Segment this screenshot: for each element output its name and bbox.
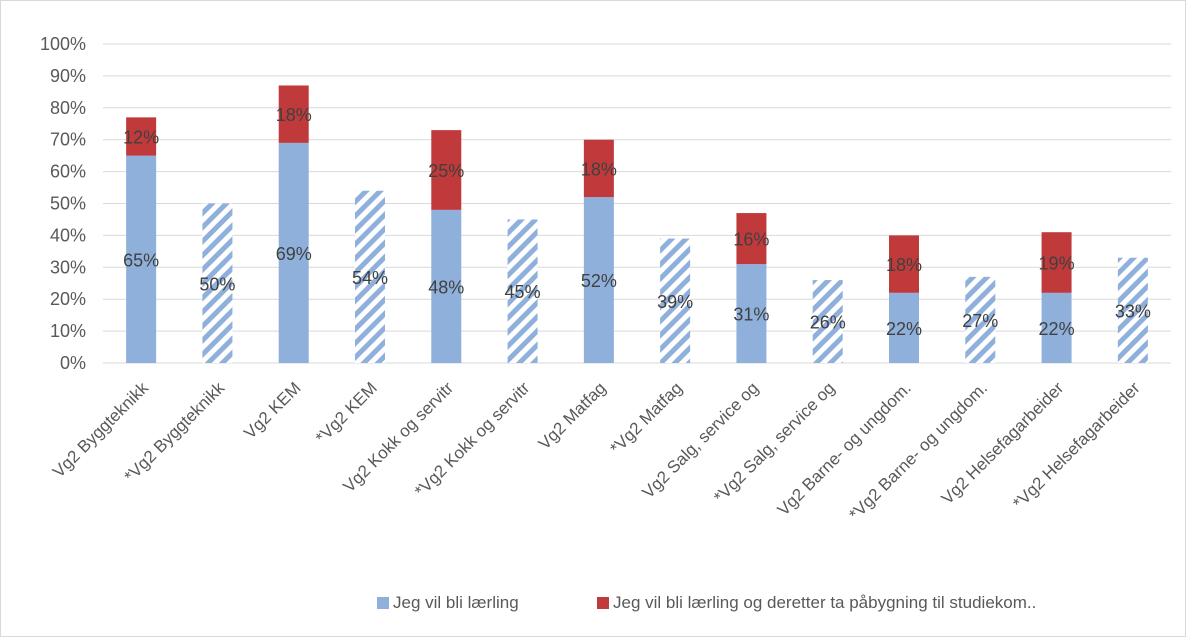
bar-segment-hatched	[507, 219, 538, 363]
bar-segment-paabygning	[278, 85, 309, 143]
y-tick-label: 10%	[50, 321, 86, 341]
bar-segment-laerling	[278, 142, 309, 363]
data-labels: 12% 65% 50% 18% 69% 54% 25% 48% 45% 18% 52% 39% 16% 3…	[123, 105, 1151, 339]
y-tick-label: 50%	[50, 194, 86, 214]
bar-segment-laerling	[736, 264, 767, 363]
bar-segment-hatched	[355, 190, 385, 363]
bar-segment-paabygning	[126, 117, 157, 156]
bar-segment-paabygning	[889, 235, 919, 293]
y-tick-label: 20%	[50, 289, 86, 309]
bar-segment-paabygning	[583, 139, 614, 198]
y-tick-label: 100%	[40, 34, 86, 54]
bar-segment-paabygning	[1041, 232, 1072, 293]
data-label: 18%	[581, 159, 617, 179]
data-label: 50%	[199, 274, 235, 294]
bar-segment-paabygning	[431, 130, 462, 210]
bar-segment-hatched	[812, 280, 843, 363]
bar-segment-hatched	[965, 276, 996, 363]
category-label: Vg2 Matfag	[535, 378, 610, 453]
y-tick-label: 90%	[50, 66, 86, 86]
data-label: 16%	[733, 230, 769, 250]
y-tick-label: 0%	[60, 353, 86, 373]
data-label: 22%	[1039, 319, 1075, 339]
data-label: 54%	[352, 268, 388, 288]
bar-segment-laerling	[431, 209, 462, 363]
bar-segment-hatched	[660, 238, 691, 363]
category-label: Vg2 Barne- og ungdom.	[774, 378, 915, 519]
bar-segment-laerling	[583, 197, 614, 363]
y-tick-label: 30%	[50, 257, 86, 277]
category-label: *Vg2 KEM	[312, 378, 381, 447]
bar-segment-paabygning	[736, 213, 767, 265]
data-label: 48%	[428, 277, 464, 297]
data-label: 18%	[886, 255, 922, 275]
legend-swatch-paabygning	[597, 597, 609, 609]
y-tick-label: 70%	[50, 130, 86, 150]
bar-segment-hatched	[1117, 257, 1148, 363]
data-label: 52%	[581, 271, 617, 291]
category-label: *Vg2 Matfag	[606, 378, 686, 458]
data-label: 12%	[123, 128, 159, 148]
data-label: 26%	[810, 313, 846, 333]
data-label: 18%	[276, 105, 312, 125]
y-tick-label: 60%	[50, 162, 86, 182]
data-label: 31%	[733, 305, 769, 325]
data-label: 22%	[886, 319, 922, 339]
data-label: 69%	[276, 244, 312, 264]
data-label: 45%	[505, 282, 541, 302]
data-label: 65%	[123, 250, 159, 270]
gridlines	[103, 43, 1171, 364]
legend: Jeg vil bli lærling Jeg vil bli lærling o…	[377, 593, 1036, 612]
legend-label-paabygning: Jeg vil bli lærling og deretter ta påbyg…	[613, 593, 1036, 612]
y-tick-label: 40%	[50, 225, 86, 245]
y-tick-label: 80%	[50, 98, 86, 118]
data-label: 33%	[1115, 301, 1151, 321]
bar-segment-laerling	[126, 155, 157, 363]
data-label: 19%	[1039, 254, 1075, 274]
category-labels: Vg2 Byggteknikk*Vg2 Byggteknikk Vg2 KEM *V…	[49, 378, 1144, 524]
bars	[126, 85, 1148, 363]
data-label: 25%	[428, 161, 464, 181]
bar-segment-hatched	[202, 203, 233, 363]
bar-segment-laerling	[1041, 292, 1072, 363]
bar-segment-laerling	[889, 292, 919, 363]
category-label: Vg2 KEM	[240, 378, 304, 442]
legend-swatch-laerling	[377, 597, 389, 609]
category-label: *Vg2 Barne- og ungdom.	[845, 378, 991, 524]
legend-label-laerling: Jeg vil bli lærling	[393, 593, 519, 612]
y-axis-ticks: 0% 10% 20% 30% 40% 50% 60% 70% 80% 90% 100%	[40, 34, 86, 373]
data-label: 39%	[657, 292, 693, 312]
category-label: *Vg2 Helsefagarbeider	[1009, 378, 1144, 513]
data-label: 27%	[962, 311, 998, 331]
